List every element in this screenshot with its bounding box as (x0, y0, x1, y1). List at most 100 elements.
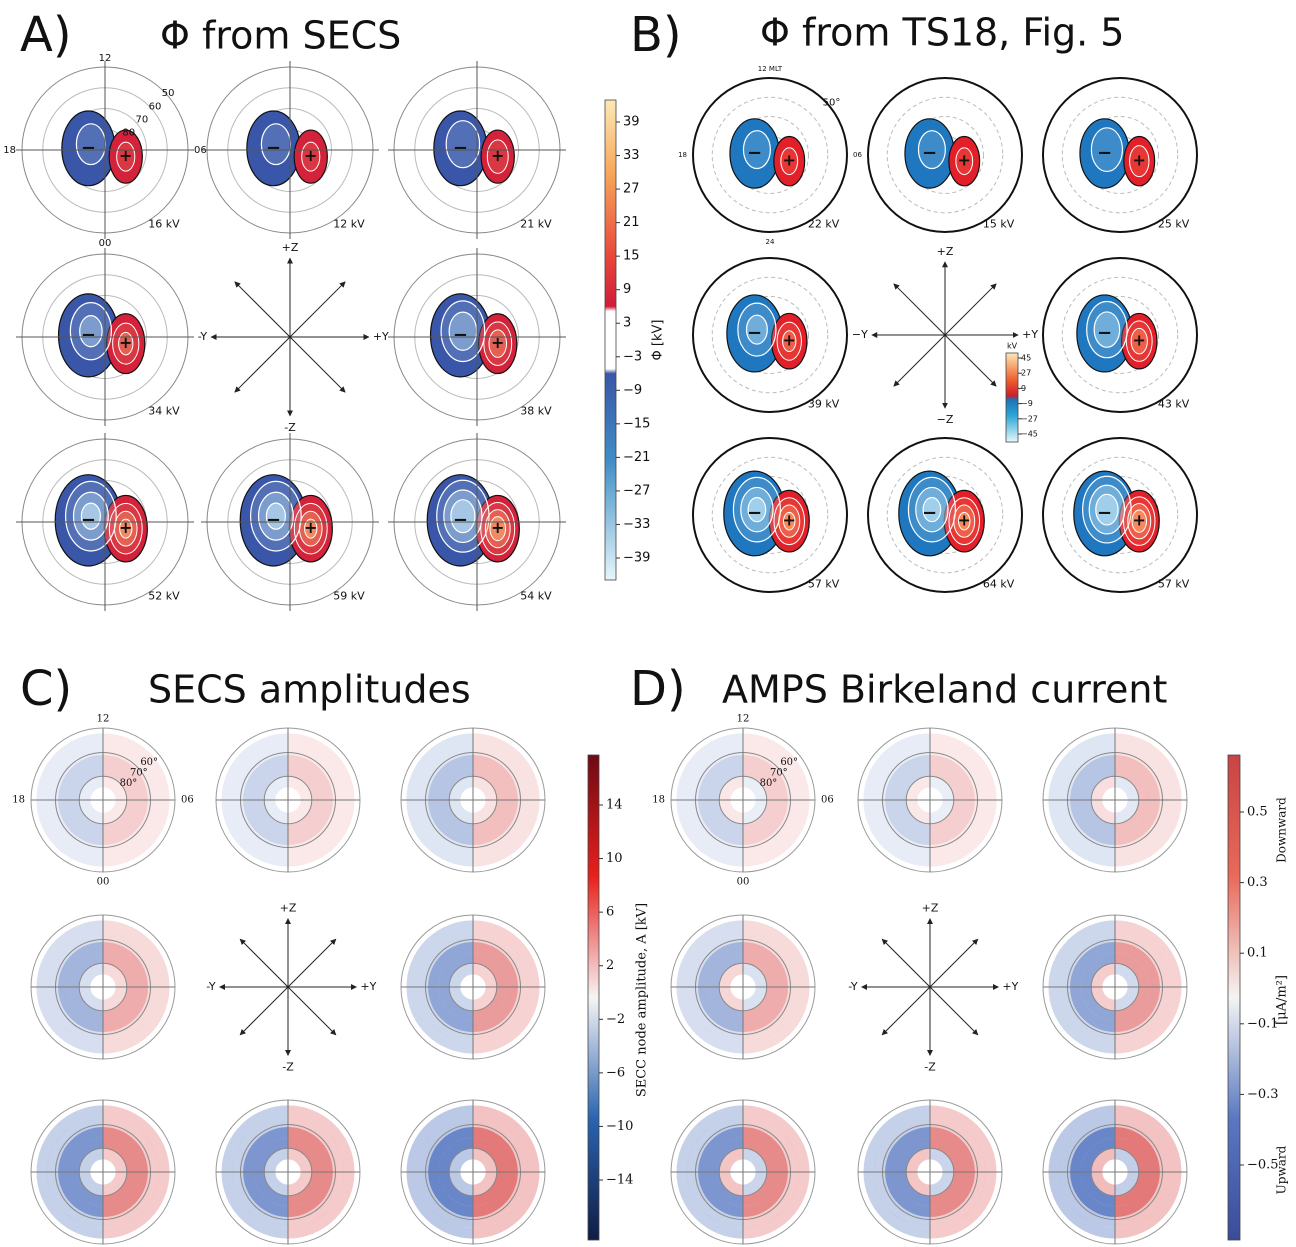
positive-cell (1123, 135, 1156, 187)
latitude-circle (886, 456, 1004, 574)
imf-axes: +Z −Y +Y −Z (852, 245, 1038, 426)
min-marker: − (81, 324, 96, 345)
contour-line (112, 322, 140, 365)
positive-cell (943, 489, 985, 553)
axis-arrow (893, 283, 946, 336)
axis-label: −Z (937, 413, 954, 426)
mlt-label: 06 (181, 795, 194, 806)
polar-dial (400, 1099, 546, 1245)
contour-line (79, 315, 103, 348)
polar-dial (400, 727, 546, 873)
polar-dial (30, 1099, 176, 1245)
colorbar-tick-label: −33 (623, 517, 650, 532)
mlt-label: 12 (737, 714, 750, 725)
panel-label: C) (20, 661, 72, 717)
latitude-label: 70 (135, 115, 148, 126)
colorbar-tick-label: 0.1 (1247, 946, 1268, 961)
min-marker: − (922, 502, 937, 523)
axis-label: +Z (280, 902, 297, 915)
contour-line (119, 518, 133, 539)
axis-label: -Z (924, 1060, 936, 1073)
colorbar-tick-label: −14 (606, 1173, 633, 1188)
polar-dial: − +15 kV (867, 77, 1023, 233)
contour-line (486, 139, 509, 174)
polar-dial: − +22 kV 12 MLT 18 06 24 50° (678, 65, 862, 246)
min-marker: − (81, 509, 96, 530)
mlt-label: 06 (194, 145, 207, 156)
colorbar-tick-label: −3 (623, 349, 642, 364)
polar-dial: − +54 kV (388, 433, 566, 611)
colorbar-tick-label: −0.5 (1247, 1158, 1279, 1173)
colorbar-label: SECC node amplitude, A [kV] (635, 903, 650, 1097)
axis-label: +Z (922, 902, 939, 915)
contour-line (742, 130, 771, 170)
axis-label: +Z (937, 245, 954, 258)
min-marker: − (1097, 142, 1112, 163)
cross-polar-cap-potential: 34 kV (148, 405, 180, 418)
polar-dial: − +12 kV (201, 61, 379, 239)
min-marker: − (747, 502, 762, 523)
contour-line (955, 147, 974, 176)
contour-line (776, 321, 802, 361)
mlt-label: 18 (652, 795, 665, 806)
colorbar-tick-label: −0.3 (1247, 1087, 1279, 1102)
polar-dial: − +34 kV (16, 248, 194, 426)
latitude-label: 60° (140, 757, 158, 768)
axis-arrow (239, 986, 289, 1036)
colorbar-tick-label: 21 (623, 215, 640, 230)
contour-line (958, 511, 971, 531)
panel-label: D) (630, 661, 686, 717)
cross-polar-cap-potential: 52 kV (148, 590, 180, 603)
axis-arrow (289, 336, 346, 393)
cross-polar-cap-potential: 21 kV (520, 218, 552, 231)
colorbar-tick-label: 15 (623, 249, 640, 264)
positive-cell (480, 129, 515, 184)
contour-line (737, 302, 777, 357)
polar-dial: − +21 kV (388, 61, 566, 239)
max-marker: + (491, 333, 504, 352)
axis-label: +Y (1002, 980, 1018, 993)
max-marker: + (783, 331, 796, 350)
colorbar (604, 99, 617, 581)
colorbar-tick-label: 27 (1021, 369, 1031, 378)
contour-line (778, 504, 801, 538)
contour-line (922, 496, 942, 523)
axis-label: +Y (360, 980, 376, 993)
colorbar-tick-label: −45 (1021, 430, 1038, 439)
latitude-circle (1061, 276, 1179, 394)
axis-label: -Y (206, 980, 216, 993)
colorbar-tick-label: 6 (606, 905, 614, 920)
mlt-label: 00 (97, 877, 110, 888)
polar-dial: − +25 kV (1042, 77, 1198, 233)
mlt-label: 24 (766, 238, 775, 246)
mlt-label: 06 (821, 795, 834, 806)
mlt-label: 00 (99, 238, 112, 249)
max-marker: + (491, 518, 504, 537)
cross-polar-cap-potential: 57 kV (808, 577, 840, 590)
colorbar-tick-label: −0.1 (1247, 1016, 1279, 1031)
min-marker: − (747, 322, 762, 343)
panel-label: A) (20, 7, 72, 63)
min-marker: − (1097, 502, 1112, 523)
cross-polar-cap-potential: 22 kV (808, 217, 840, 230)
axis-label: +Y (1022, 328, 1038, 341)
axis-arrow (239, 938, 289, 988)
polar-dial (400, 914, 546, 1060)
colorbar-end-label: Downward (1275, 797, 1289, 863)
latitude-circle (711, 276, 829, 394)
polar-dial (30, 914, 176, 1060)
colorbar-label: Φ [kV] (651, 320, 666, 361)
colorbar-tick-label: 9 (623, 282, 631, 297)
colorbar-tick-label: 27 (623, 182, 640, 197)
latitude-circle (1061, 456, 1179, 574)
contour-line (265, 502, 286, 530)
cross-polar-cap-potential: 64 kV (983, 577, 1015, 590)
max-marker: + (1133, 151, 1146, 170)
mlt-label: 18 (12, 795, 25, 806)
colorbar-tick-label: −6 (606, 1065, 625, 1080)
colorbar-tick-label: −10 (606, 1119, 633, 1134)
latitude-label: 70° (770, 768, 788, 779)
polar-dial: 12 18 06 00 60°70°80° (12, 714, 193, 888)
colorbar-tick-label: −27 (1021, 414, 1038, 423)
cross-polar-cap-potential: 57 kV (1158, 577, 1190, 590)
